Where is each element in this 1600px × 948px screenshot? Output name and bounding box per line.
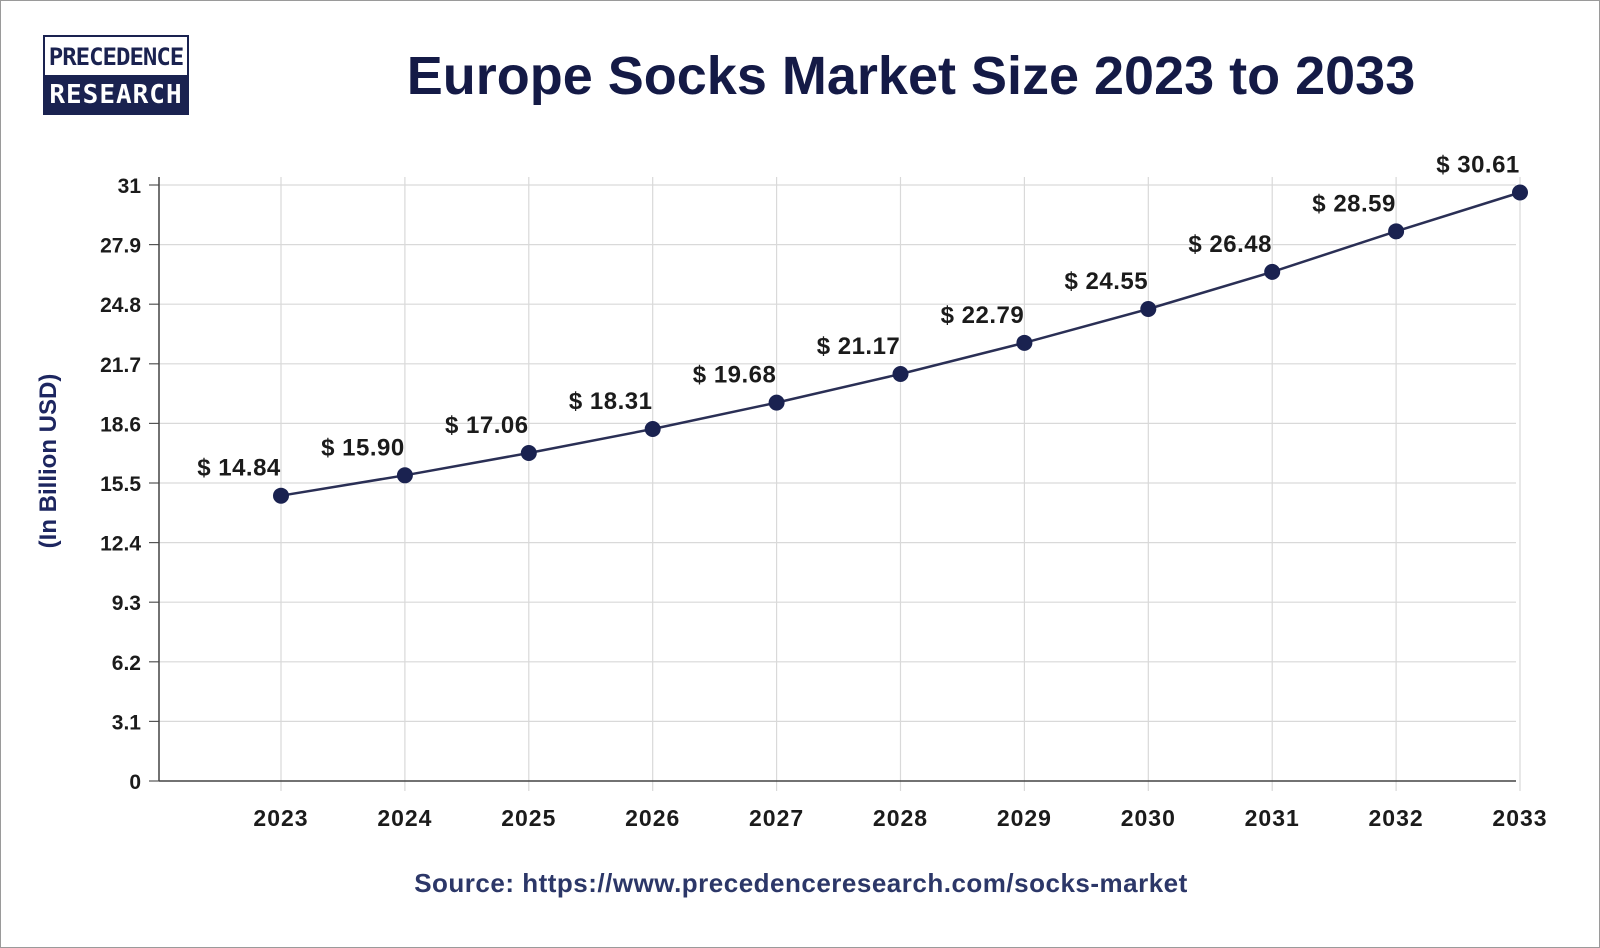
data-label: $ 28.59: [1312, 190, 1396, 217]
x-tick-label: 2027: [749, 805, 804, 831]
data-label: $ 15.90: [321, 434, 405, 461]
y-tick-label: 9.3: [112, 592, 141, 615]
data-point: [892, 365, 909, 382]
y-tick-label: 3.1: [112, 711, 142, 734]
data-label: $ 24.55: [1065, 268, 1149, 295]
data-point: [396, 467, 413, 484]
x-tick-label: 2028: [873, 805, 928, 831]
y-tick-label: 27.9: [100, 235, 141, 258]
data-label: $ 14.84: [197, 455, 281, 482]
logo-line-1: PRECEDENCE: [45, 37, 187, 75]
axes: [149, 177, 1516, 782]
data-label: $ 21.17: [817, 333, 901, 360]
source-text: Source: https://www.precedenceresearch.c…: [414, 868, 1188, 898]
data-point: [1140, 301, 1157, 318]
x-tick-label: 2033: [1492, 805, 1547, 831]
x-tick-label: 2026: [625, 805, 680, 831]
y-tick-label: 21.7: [100, 354, 141, 377]
data-point: [1388, 223, 1405, 240]
data-label: $ 17.06: [445, 412, 529, 439]
y-tick-label: 31: [118, 175, 142, 198]
x-tick-label: 2032: [1369, 805, 1424, 831]
data-point: [1016, 334, 1033, 351]
precedence-research-logo: PRECEDENCE RESEARCH: [43, 35, 189, 115]
y-tick-label: 0: [129, 771, 141, 794]
data-point: [1512, 184, 1528, 201]
x-tick-label: 2030: [1121, 805, 1176, 831]
y-tick-label: 12.4: [100, 533, 141, 556]
data-label: $ 26.48: [1188, 231, 1272, 258]
logo-line-2: RESEARCH: [45, 75, 187, 113]
data-label: $ 18.31: [569, 388, 653, 415]
data-point: [768, 394, 785, 411]
y-tick-label: 24.8: [100, 294, 141, 317]
x-tick-label: 2024: [377, 805, 432, 831]
x-tick-label: 2031: [1245, 805, 1300, 831]
y-axis-label: (In Billion USD): [35, 374, 62, 549]
y-tick-label: 6.2: [112, 652, 141, 675]
y-tick-label: 15.5: [100, 473, 141, 496]
x-tick-labels: 2023 2024 2025 2026 2027 2028 2029 2030 2031 2032…: [253, 805, 1547, 831]
data-label: $ 30.61: [1436, 151, 1520, 178]
x-tick-label: 2023: [253, 805, 308, 831]
y-tick-labels: 0 3.1 6.2 9.3 12.4 15.5 18.6 21.7 24.8 27.9 31: [100, 175, 141, 794]
data-point: [1264, 263, 1281, 280]
x-tick-label: 2029: [997, 805, 1052, 831]
data-label: $ 19.68: [693, 362, 777, 389]
data-label: $ 22.79: [941, 302, 1025, 329]
data-point: [520, 445, 537, 462]
data-series: [273, 184, 1528, 504]
data-point: [644, 420, 661, 437]
data-point: [273, 487, 289, 504]
data-labels: $ 14.84 $ 15.90 $ 17.06 $ 18.31 $ 19.68 $ 21.…: [197, 151, 1520, 482]
chart-title: Europe Socks Market Size 2023 to 2033: [406, 46, 1416, 106]
x-tick-label: 2025: [501, 805, 556, 831]
grid-lines: [159, 177, 1521, 791]
y-tick-label: 18.6: [100, 413, 141, 436]
